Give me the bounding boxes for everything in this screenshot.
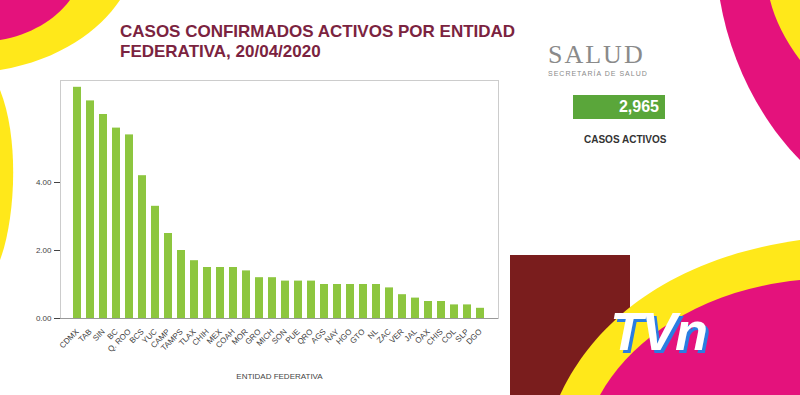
svg-text:MICH: MICH [254,327,276,348]
svg-text:TAB: TAB [76,327,94,345]
svg-text:COAH: COAH [214,327,237,350]
svg-text:CHIH: CHIH [190,327,211,348]
svg-text:4.00: 4.00 [36,178,52,187]
svg-text:ZAC: ZAC [375,327,393,345]
svg-text:CDMX: CDMX [57,327,81,351]
svg-text:DGO: DGO [464,327,483,346]
html-text:CASOS CONFIRMADOS ACTIVOS POR: CASOS CONFIRMADOS ACTIVOS POR ENTIDAD FE… [120,22,516,61]
svg-text:JAL: JAL [402,327,419,344]
svg-text:COL: COL [439,327,458,346]
svg-text:SLP: SLP [453,327,471,345]
html-text:SALUD: SALUD [548,40,645,69]
svg-text:SON: SON [270,327,289,346]
html-text:TVn: TVn [610,301,706,361]
svg-text:GTO: GTO [348,327,367,346]
svg-text:Q. ROO: Q. ROO [105,327,133,354]
svg-text:BC: BC [105,327,120,342]
html-text:SECRETARÍA DE SALUD: SECRETARÍA DE SALUD [548,70,648,77]
html-text:2,965: 2,965 [619,98,659,115]
svg-text:TAMPS: TAMPS [159,327,185,353]
svg-text:YUC: YUC [140,327,159,346]
svg-text:CHIS: CHIS [424,327,445,348]
svg-text:GRO: GRO [243,327,263,347]
svg-text:HGO: HGO [334,327,354,347]
svg-text:NAY: NAY [323,327,341,345]
svg-text:ENTIDAD FEDERATIVA: ENTIDAD FEDERATIVA [236,372,323,381]
svg-text:PUE: PUE [283,327,302,346]
svg-text:CAMP: CAMP [149,327,172,350]
svg-text:QRO: QRO [295,327,315,347]
svg-text:MEX: MEX [205,327,224,346]
svg-text:OAX: OAX [413,327,432,346]
svg-text:TLAX: TLAX [177,327,198,348]
svg-text:0.00: 0.00 [36,314,52,323]
svg-text:BCS: BCS [127,327,146,346]
svg-text:VER: VER [387,327,406,346]
svg-text:2.00: 2.00 [36,246,52,255]
html-text:CASOS ACTIVOS: CASOS ACTIVOS [584,134,667,145]
svg-text:SIN: SIN [90,327,107,343]
svg-text:NL: NL [366,327,380,341]
svg-text:MOR: MOR [230,327,250,347]
svg-text:AGS: AGS [309,327,328,346]
